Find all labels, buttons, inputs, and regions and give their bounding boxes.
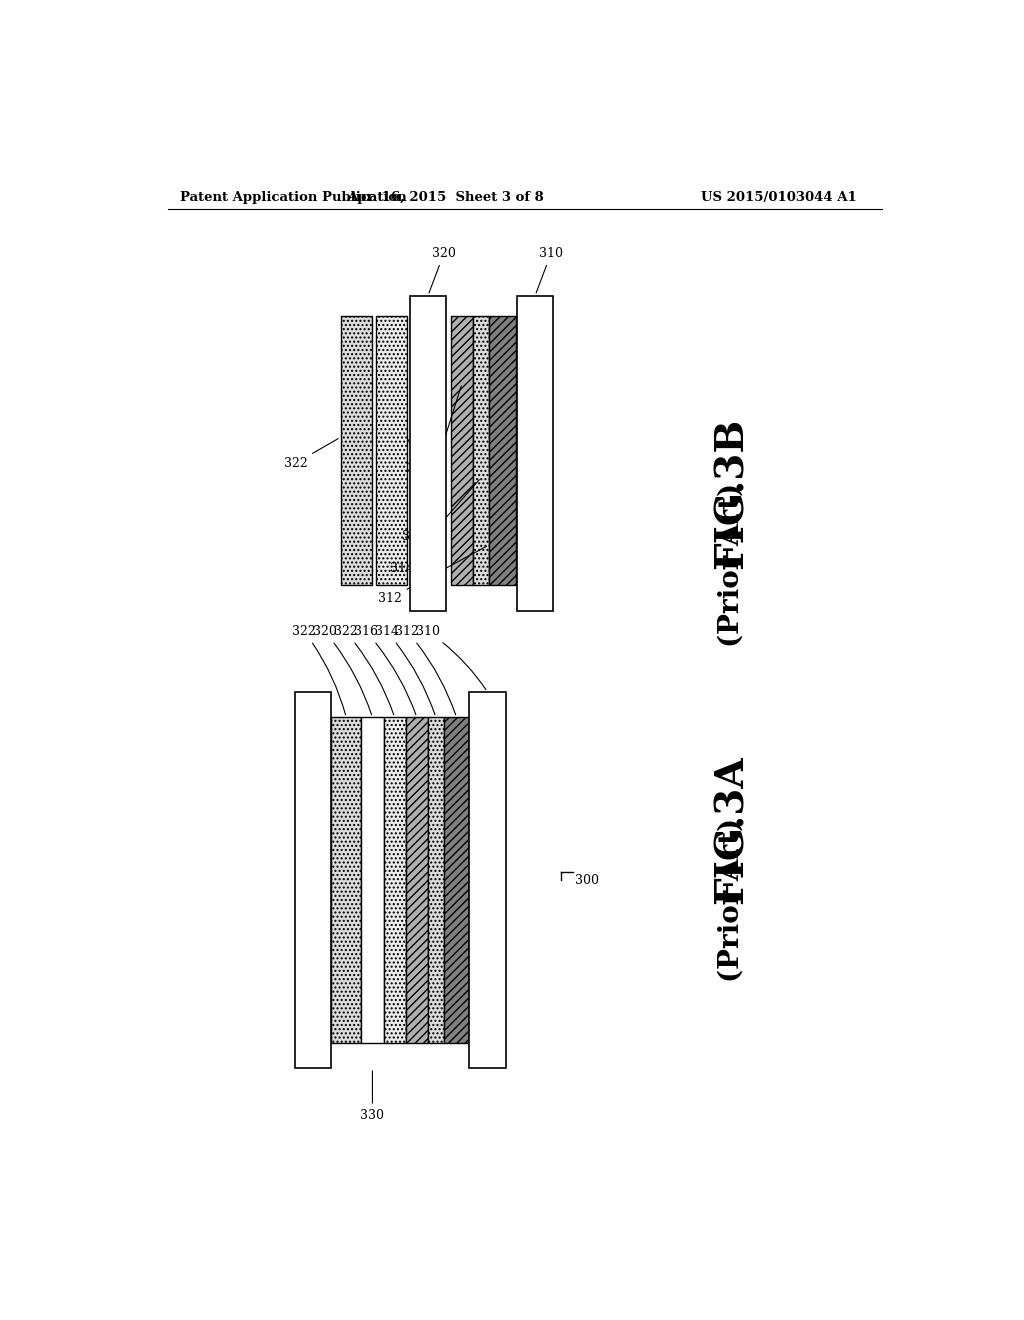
Text: 330: 330: [360, 1071, 384, 1122]
Text: 300: 300: [574, 874, 599, 887]
Text: 320: 320: [429, 247, 456, 293]
Text: (Prior Art): (Prior Art): [718, 818, 744, 982]
Bar: [428, 718, 443, 1043]
Text: 316: 316: [401, 385, 461, 543]
Text: Apr. 16, 2015  Sheet 3 of 8: Apr. 16, 2015 Sheet 3 of 8: [347, 190, 544, 203]
Text: 322: 322: [334, 626, 394, 715]
Bar: [469, 692, 506, 1068]
Bar: [489, 315, 516, 585]
Bar: [443, 718, 469, 1043]
Text: 320: 320: [313, 626, 372, 714]
Text: 312: 312: [395, 626, 456, 715]
Text: 314: 314: [375, 626, 435, 715]
Bar: [384, 718, 406, 1043]
Text: 312: 312: [378, 546, 486, 605]
Text: 310: 310: [537, 247, 563, 293]
Text: (Prior Art): (Prior Art): [718, 483, 744, 647]
Bar: [295, 692, 331, 1068]
Text: 322: 322: [284, 438, 338, 470]
Bar: [451, 315, 473, 585]
Bar: [517, 296, 553, 611]
Text: FIG.3A: FIG.3A: [712, 755, 751, 903]
Text: 310: 310: [416, 626, 486, 689]
Text: 322: 322: [408, 440, 431, 475]
Text: Patent Application Publication: Patent Application Publication: [179, 190, 407, 203]
Text: 316: 316: [354, 626, 416, 715]
Text: 322: 322: [292, 626, 345, 714]
Bar: [410, 296, 446, 611]
Text: 314: 314: [390, 479, 479, 574]
Bar: [376, 315, 408, 585]
Text: FIG.3B: FIG.3B: [712, 418, 751, 569]
Bar: [341, 315, 373, 585]
Bar: [473, 315, 489, 585]
Text: US 2015/0103044 A1: US 2015/0103044 A1: [700, 190, 857, 203]
Bar: [406, 718, 428, 1043]
Bar: [331, 718, 361, 1043]
Bar: [361, 718, 384, 1043]
